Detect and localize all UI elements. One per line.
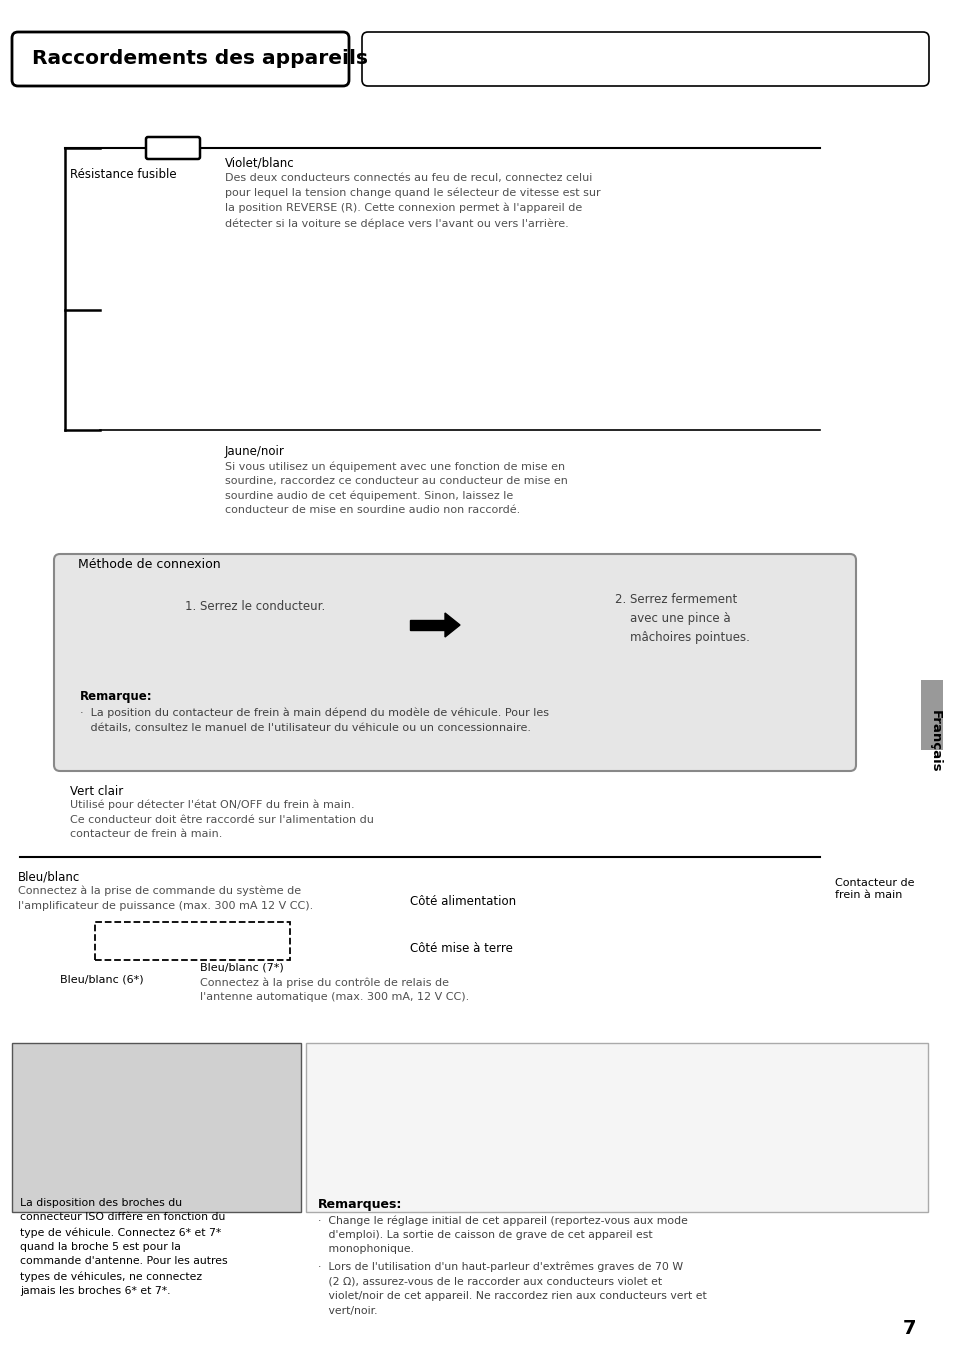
- Text: ·  La position du contacteur de frein à main dépend du modèle de véhicule. Pour : · La position du contacteur de frein à m…: [80, 708, 548, 733]
- Text: 2. Serrez fermement
    avec une pince à
    mâchoires pointues.: 2. Serrez fermement avec une pince à mâc…: [615, 594, 749, 644]
- Text: Côté mise à terre: Côté mise à terre: [410, 942, 513, 955]
- Text: La disposition des broches du
connecteur ISO diffère en fonction du
type de véhi: La disposition des broches du connecteur…: [20, 1198, 228, 1297]
- Text: Violet/blanc: Violet/blanc: [225, 157, 294, 170]
- Text: Bleu/blanc: Bleu/blanc: [18, 869, 80, 883]
- Text: ·  Lors de l'utilisation d'un haut-parleur d'extrêmes graves de 70 W
   (2 Ω), a: · Lors de l'utilisation d'un haut-parleu…: [317, 1261, 706, 1315]
- Polygon shape: [410, 621, 444, 630]
- Text: ·  Change le réglage initial de cet appareil (reportez-vous aux mode
   d'emploi: · Change le réglage initial de cet appar…: [317, 1215, 687, 1255]
- FancyBboxPatch shape: [146, 137, 200, 160]
- Text: Bleu/blanc (7*): Bleu/blanc (7*): [200, 963, 283, 972]
- Text: Contacteur de
frein à main: Contacteur de frein à main: [834, 877, 914, 899]
- Polygon shape: [444, 612, 459, 637]
- Text: Vert clair: Vert clair: [70, 786, 123, 798]
- Bar: [920, 680, 942, 750]
- Text: Utilisé pour détecter l'état ON/OFF du frein à main.
Ce conducteur doit être rac: Utilisé pour détecter l'état ON/OFF du f…: [70, 800, 374, 840]
- Text: Connectez à la prise de commande du système de
l'amplificateur de puissance (max: Connectez à la prise de commande du syst…: [18, 886, 313, 911]
- FancyBboxPatch shape: [12, 32, 349, 87]
- Text: Résistance fusible: Résistance fusible: [70, 168, 176, 181]
- Text: Des deux conducteurs connectés au feu de recul, connectez celui
pour lequel la t: Des deux conducteurs connectés au feu de…: [225, 173, 600, 228]
- Text: Français: Français: [927, 710, 941, 772]
- Text: Côté alimentation: Côté alimentation: [410, 895, 516, 909]
- Text: Raccordements des appareils: Raccordements des appareils: [32, 50, 368, 69]
- FancyBboxPatch shape: [361, 32, 928, 87]
- FancyBboxPatch shape: [12, 1042, 301, 1211]
- Text: Connectez à la prise du contrôle de relais de
l'antenne automatique (max. 300 mA: Connectez à la prise du contrôle de rela…: [200, 977, 469, 1002]
- Text: Si vous utilisez un équipement avec une fonction de mise en
sourdine, raccordez : Si vous utilisez un équipement avec une …: [225, 461, 567, 515]
- Bar: [95, 922, 290, 960]
- FancyBboxPatch shape: [54, 554, 855, 771]
- Text: Bleu/blanc (6*): Bleu/blanc (6*): [60, 973, 144, 984]
- Text: 1. Serrez le conducteur.: 1. Serrez le conducteur.: [185, 600, 325, 612]
- Text: Jaune/noir: Jaune/noir: [225, 445, 285, 458]
- FancyBboxPatch shape: [306, 1042, 927, 1211]
- Text: Méthode de connexion: Méthode de connexion: [78, 558, 220, 571]
- Text: 7: 7: [902, 1318, 916, 1337]
- Text: Remarques:: Remarques:: [317, 1198, 402, 1211]
- Text: Remarque:: Remarque:: [80, 690, 152, 703]
